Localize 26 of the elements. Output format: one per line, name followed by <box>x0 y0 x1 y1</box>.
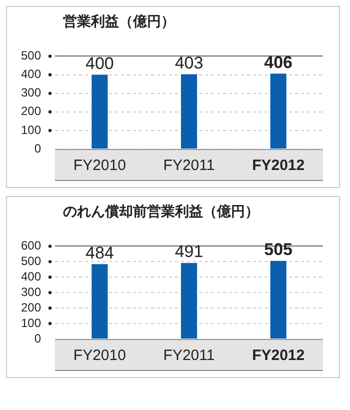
y-tick-label: 500 <box>20 48 42 63</box>
data-label: 484 <box>85 243 114 262</box>
data-label: 403 <box>174 53 204 72</box>
y-tick-label: 100 <box>20 316 42 330</box>
y-tick-label: 200 <box>20 300 42 314</box>
y-tick-label: 0 <box>34 141 42 156</box>
x-tick-label: FY2012 <box>252 157 305 174</box>
y-tick-label: 300 <box>20 86 42 100</box>
y-tick-label: 600 <box>20 238 42 253</box>
y-tick-label: 200 <box>20 104 42 118</box>
y-tick-label: 100 <box>20 122 42 137</box>
x-tick-label: FY2010 <box>73 347 126 364</box>
y-tick-label: 500 <box>20 254 42 268</box>
y-tick-label: 0 <box>34 331 42 346</box>
y-tick-label: 300 <box>20 284 42 299</box>
x-tick-label: FY2011 <box>163 157 215 174</box>
x-tick-label: FY2010 <box>73 157 126 174</box>
chart-title: 営業利益（億円） <box>62 13 176 31</box>
data-label: 400 <box>85 54 114 73</box>
y-tick-label: 400 <box>20 67 42 82</box>
x-tick-label: FY2012 <box>252 347 305 364</box>
chart-title: のれん償却前営業利益（億円） <box>62 203 260 221</box>
data-label: 491 <box>174 242 204 262</box>
y-tick-label: 400 <box>20 269 42 284</box>
data-label: 406 <box>264 52 293 72</box>
x-tick-label: FY2011 <box>163 347 215 364</box>
